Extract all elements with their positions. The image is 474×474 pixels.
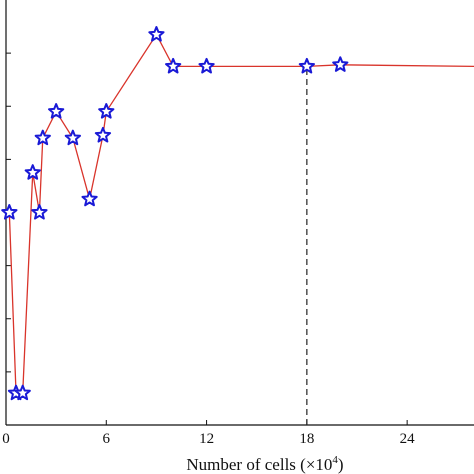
data-point-marker bbox=[24, 164, 41, 180]
x-axis-ticks: 0 6 12 18 24 bbox=[2, 420, 415, 447]
x-tick-label: 24 bbox=[400, 431, 416, 447]
data-point-marker bbox=[332, 56, 349, 72]
x-tick-label: 12 bbox=[199, 431, 214, 447]
data-point-marker bbox=[98, 103, 115, 119]
series-group bbox=[1, 26, 474, 401]
x-axis-title-superscript: 4 bbox=[332, 454, 338, 466]
data-point-marker bbox=[298, 57, 315, 74]
data-point-marker bbox=[81, 190, 98, 207]
plot-frame bbox=[5, 0, 474, 426]
data-point-marker bbox=[94, 126, 112, 143]
x-axis-title-close: ) bbox=[338, 455, 344, 474]
x-tick-label: 18 bbox=[299, 431, 314, 447]
data-point-marker bbox=[31, 204, 48, 220]
series-line bbox=[8, 33, 474, 394]
data-point-marker bbox=[165, 57, 182, 74]
data-point-marker bbox=[1, 204, 18, 220]
x-axis-title-text: Number of cells (×10 bbox=[186, 455, 332, 474]
x-tick-label: 0 bbox=[2, 431, 10, 447]
data-point-marker bbox=[48, 103, 65, 119]
data-point-marker bbox=[14, 384, 31, 401]
data-point-marker bbox=[198, 57, 215, 74]
x-axis-title: Number of cells (×104) bbox=[186, 454, 343, 474]
data-point-marker bbox=[64, 129, 81, 146]
data-point-marker bbox=[34, 129, 51, 146]
data-point-marker bbox=[148, 26, 165, 42]
x-tick-label: 6 bbox=[103, 431, 111, 447]
